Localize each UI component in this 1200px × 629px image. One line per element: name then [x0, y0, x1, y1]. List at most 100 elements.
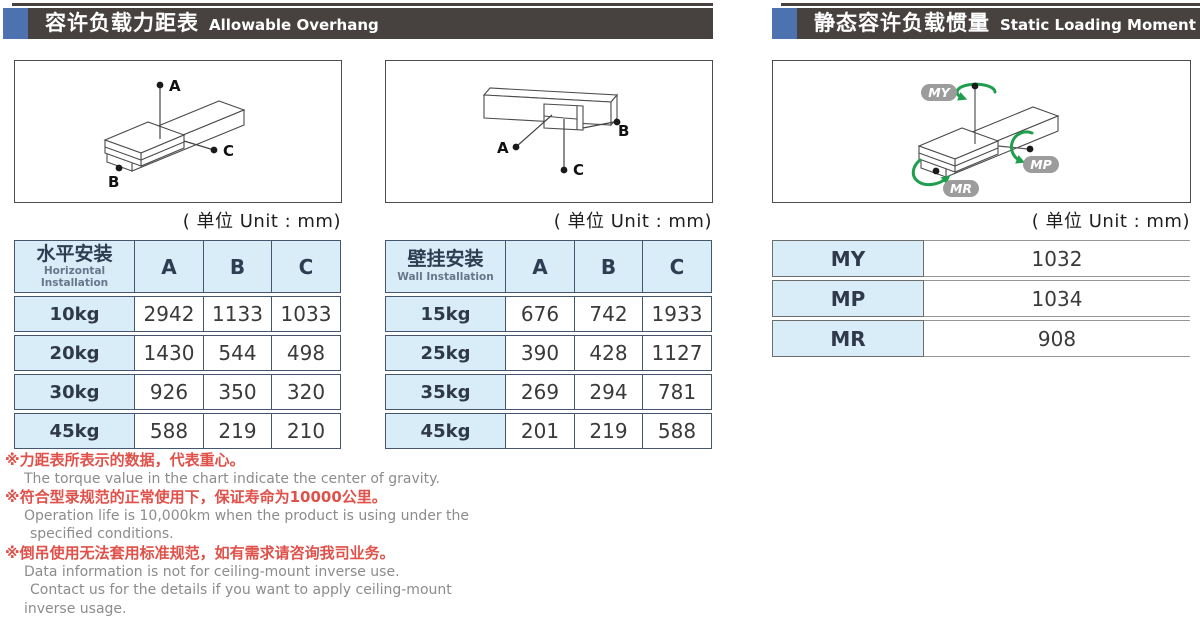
mr-badge-label: MR [950, 181, 972, 196]
diagram-box-horizontal: A B C [14, 60, 342, 203]
cell-value: 201 [506, 413, 575, 449]
cell-value: 350 [204, 374, 272, 410]
accent-square-icon [772, 8, 797, 39]
cell-value: 781 [643, 374, 712, 410]
my-badge: MY [921, 84, 957, 101]
column-header-c: C [272, 240, 341, 293]
cell-value: 1133 [204, 296, 272, 332]
note-en: The torque value in the chart indicate t… [24, 470, 440, 487]
header-topline-left [12, 3, 713, 6]
unit-caption: ( 单位 Unit : mm) [553, 211, 712, 232]
table-row: MP 1034 [772, 280, 1190, 317]
section-header-static-loading-moment: 静态容许负载惯量 Static Loading Moment [772, 8, 1200, 39]
mr-badge: MR [943, 180, 979, 197]
table-header-row: 水平安装 Horizontal Installation A B C [14, 240, 341, 293]
axis-lines [974, 88, 1029, 150]
row-label: 10kg [14, 296, 135, 332]
wall-installation-diagram: A B C [482, 87, 629, 179]
table-corner-header: 壁挂安装 Wall Installation [385, 240, 506, 293]
diagram-box-moment: MY MP MR [772, 60, 1191, 203]
row-label: MR [772, 320, 924, 357]
table-row: 25kg 390 428 1127 [385, 335, 712, 371]
mr-axis-dot [932, 167, 940, 175]
point-a-label: A [169, 77, 181, 95]
mp-badge: MP [1023, 156, 1059, 173]
note-en: Data information is not for ceiling-moun… [24, 563, 400, 580]
cell-value: 2942 [135, 296, 204, 332]
cell-value: 588 [643, 413, 712, 449]
table-corner-header: 水平安装 Horizontal Installation [14, 240, 135, 293]
row-label: MY [772, 240, 924, 277]
row-label: 25kg [385, 335, 506, 371]
header-title-en: Static Loading Moment [1000, 16, 1196, 34]
column-header-a: A [135, 240, 204, 293]
note-en: specified conditions. [30, 526, 174, 543]
note-en: Operation life is 10,000km when the prod… [24, 507, 470, 524]
cell-value: 428 [575, 335, 643, 371]
header-bar: 静态容许负载惯量 Static Loading Moment [797, 8, 1200, 39]
cell-value: 742 [575, 296, 643, 332]
unit-caption: ( 单位 Unit : mm) [1031, 211, 1190, 232]
corner-title-en: Wall Installation [397, 271, 494, 284]
column-header-a: A [506, 240, 575, 293]
cell-value: 676 [506, 296, 575, 332]
cell-value: 294 [575, 374, 643, 410]
cell-value: 1033 [272, 296, 341, 332]
row-label: 15kg [385, 296, 506, 332]
point-c-dot [560, 166, 568, 174]
cell-value: 1127 [643, 335, 712, 371]
cell-value: 908 [924, 320, 1190, 357]
cell-value: 926 [135, 374, 204, 410]
cell-value: 269 [506, 374, 575, 410]
table-row: 10kg 2942 1133 1033 [14, 296, 341, 332]
table-row: 45kg 201 219 588 [385, 413, 712, 449]
row-label: 30kg [14, 374, 135, 410]
slider-drawing [917, 127, 1000, 173]
note-en: Contact us for the details if you want t… [30, 582, 452, 599]
dimension-lines [516, 114, 615, 168]
note-zh: ※力距表所表示的数据，代表重心。 [5, 451, 245, 469]
point-a-label: A [497, 139, 509, 157]
mr-rotation-arrow [911, 158, 951, 187]
rotation-arrows [911, 82, 1034, 187]
dimension-lines [159, 87, 215, 151]
header-topline-right [781, 3, 1200, 6]
corner-title-en: Horizontal Installation [40, 265, 109, 289]
cell-value: 390 [506, 335, 575, 371]
mp-rotation-arrow [1009, 130, 1034, 164]
point-b-label: B [108, 173, 119, 191]
note-zh: ※倒吊使用无法套用标准规范，如有需求请咨询我司业务。 [5, 543, 395, 562]
cell-value: 210 [272, 413, 341, 449]
cell-value: 1430 [135, 335, 204, 371]
column-header-b: B [575, 240, 643, 293]
row-label: MP [772, 280, 924, 317]
table-header-row: 壁挂安装 Wall Installation A B C [385, 240, 712, 293]
point-c-label: C [573, 161, 584, 179]
cell-value: 219 [575, 413, 643, 449]
table-row: 20kg 1430 544 498 [14, 335, 341, 371]
table-row: 30kg 926 350 320 [14, 374, 341, 410]
note-zh: ※符合型录规范的正常使用下，保证寿命为10000公里。 [5, 488, 387, 507]
section-header-allowable-overhang: 容许负载力距表 Allowable Overhang [3, 8, 713, 39]
row-label: 45kg [385, 413, 506, 449]
wall-installation-table: 壁挂安装 Wall Installation A B C 15kg 676 74… [385, 237, 712, 452]
cell-value: 1032 [924, 240, 1190, 277]
horizontal-installation-table: 水平安装 Horizontal Installation A B C 10kg … [14, 237, 341, 452]
static-loading-moment-table: MY 1032 MP 1034 MR 908 [772, 237, 1190, 360]
my-rotation-arrow [955, 82, 997, 101]
point-c-dot [210, 146, 218, 154]
row-label: 35kg [385, 374, 506, 410]
corner-title-zh: 壁挂安装 [407, 248, 484, 271]
cell-value: 320 [272, 374, 341, 410]
cell-value: 1933 [643, 296, 712, 332]
table-row: MY 1032 [772, 240, 1190, 277]
point-b-dot [115, 164, 123, 172]
cell-value: 1034 [924, 280, 1190, 317]
cell-value: 588 [135, 413, 204, 449]
header-title-zh: 容许负载力距表 [45, 11, 199, 35]
point-b-dot [613, 118, 621, 126]
cell-value: 544 [204, 335, 272, 371]
column-header-c: C [643, 240, 712, 293]
mp-axis-dot [1026, 145, 1034, 153]
